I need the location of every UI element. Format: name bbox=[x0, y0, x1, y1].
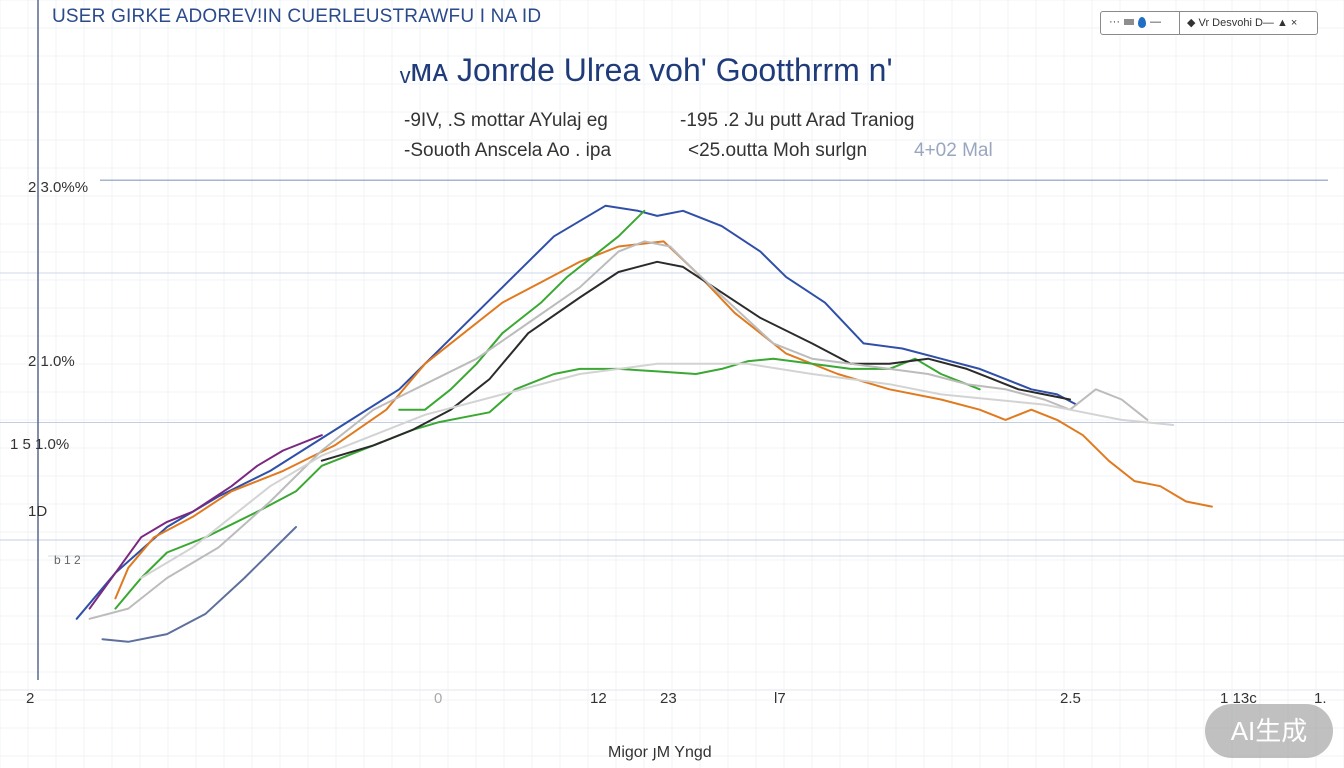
y-tick-label: 1 5 1.0% bbox=[10, 436, 70, 453]
ai-generated-watermark: AI生成 bbox=[1205, 704, 1333, 758]
x-tick-label: 23 bbox=[660, 690, 677, 707]
x-tick-label: 0 bbox=[434, 690, 443, 707]
series-line-green_segment[interactable] bbox=[398, 209, 646, 411]
series-line-blue[interactable] bbox=[75, 204, 1078, 620]
minimize-icon[interactable] bbox=[1124, 19, 1134, 25]
close-button[interactable]: × bbox=[1290, 17, 1298, 29]
y-tick-label: 2 1.0% bbox=[28, 353, 75, 370]
series-line-steel[interactable] bbox=[101, 526, 297, 643]
x-tick-label: 2.5 bbox=[1060, 690, 1081, 707]
y-tick-label: 1D bbox=[28, 503, 48, 520]
legend-entry-1[interactable]: -9IV, .S mottar AYulaj eg bbox=[404, 110, 608, 131]
page-title: USER GIRKE ADOREV!IN CUERLEUSTRAWFU I NA… bbox=[52, 6, 542, 27]
x-tick-label: 12 bbox=[590, 690, 607, 707]
window-toolbar: ··· — ◆ Vr Desvohi D— ▲ × bbox=[1100, 11, 1318, 35]
x-axis-label: Migor յM Yngd bbox=[608, 744, 712, 761]
x-tick-label: 1. bbox=[1314, 690, 1327, 707]
series-line-green[interactable] bbox=[114, 357, 981, 610]
x-tick-label: 2 bbox=[26, 690, 35, 707]
toolbar-label: ◆ Vr Desvohi D— bbox=[1187, 17, 1274, 29]
y-tick-label: 2 3.0%% bbox=[28, 179, 89, 196]
legend-entry-2[interactable]: -195 .2 Ju putt Arad Traniog bbox=[680, 110, 915, 131]
droplet-icon[interactable] bbox=[1138, 16, 1146, 28]
legend-entry-5[interactable]: 4+02 Mal bbox=[914, 140, 993, 161]
series-line-lightgray[interactable] bbox=[140, 362, 1175, 579]
triangle-icon[interactable]: ▲ bbox=[1276, 17, 1288, 29]
chart-title: ᵥᴍᴀ Jonrde Ulrea voh' Gootthrrm n' bbox=[400, 52, 893, 88]
series-line-gray[interactable] bbox=[88, 240, 1149, 620]
toolbar-divider bbox=[1179, 12, 1180, 34]
legend-entry-3[interactable]: -Souoth Anscela Ao . ipa bbox=[404, 140, 612, 161]
dash-button[interactable]: — bbox=[1150, 16, 1161, 28]
chart-series bbox=[75, 204, 1213, 643]
series-line-black[interactable] bbox=[320, 260, 1071, 462]
series-line-purple[interactable] bbox=[88, 434, 323, 610]
y-tick-label: b 1 2 bbox=[54, 553, 81, 567]
x-tick-label: 1 13c bbox=[1220, 690, 1257, 707]
more-options-button[interactable]: ··· bbox=[1109, 16, 1120, 28]
x-tick-label: l7 bbox=[774, 690, 786, 707]
legend-entry-4[interactable]: <25.outta Moh surlgn bbox=[688, 140, 868, 161]
